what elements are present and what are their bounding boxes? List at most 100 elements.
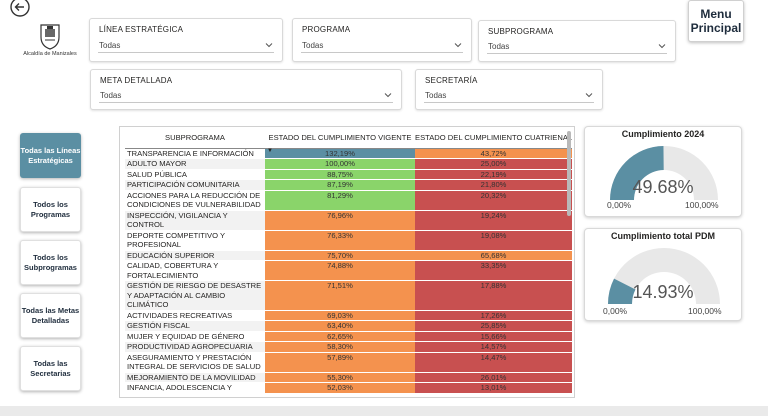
- subprograma-cell: PRODUCTIVIDAD AGROPECUARIA: [125, 341, 265, 353]
- nav-metas-detalladas[interactable]: Todas las Metas Detalladas: [20, 293, 81, 338]
- slicer-value: Todas: [100, 91, 122, 100]
- vigente-cell: 71,51%: [265, 280, 415, 311]
- cuatrienal-cell: 15,66%: [415, 331, 573, 342]
- sort-descending-icon: ▼: [267, 147, 273, 154]
- slicer-title: SECRETARÍA: [425, 76, 478, 85]
- subprograma-cell: ASEGURAMIENTO Y PRESTACIÓN INTEGRAL DE S…: [125, 352, 265, 373]
- meta-detallada-slicer[interactable]: META DETALLADA Todas: [90, 69, 402, 110]
- gauge-title: Cumplimiento total PDM: [611, 231, 715, 241]
- vigente-cell: 75,70%: [265, 250, 415, 261]
- table-row[interactable]: MUJER Y EQUIDAD DE GÉNERO 62,65% 15,66%: [125, 331, 573, 342]
- table-row[interactable]: PARTICIPACIÓN COMUNITARIA 87,19% 21,80%: [125, 179, 573, 191]
- linea-estrategica-slicer[interactable]: LÍNEA ESTRATÉGICA Todas: [89, 18, 283, 62]
- table-row[interactable]: EDUCACIÓN SUPERIOR 75,70% 65,68%: [125, 250, 573, 261]
- subprograma-slicer[interactable]: SUBPROGRAMA Todas: [478, 20, 676, 62]
- gauge-card-pdm: Cumplimiento total PDM 14.93% 0,00% 100,…: [584, 228, 742, 321]
- nav-subprogramas[interactable]: Todos los Subprogramas: [20, 240, 81, 285]
- subprograma-cell: TRANSPARENCIA E INFORMACIÓN: [125, 148, 265, 159]
- subprograma-cell: EDUCACIÓN SUPERIOR: [125, 250, 265, 261]
- subprograma-cell: MEJORAMIENTO DE LA MOVILIDAD: [125, 372, 265, 383]
- menu-principal-button[interactable]: Menu Principal: [688, 0, 744, 42]
- vigente-cell: 76,33%: [265, 230, 415, 251]
- secretaria-slicer[interactable]: SECRETARÍA Todas: [415, 69, 603, 110]
- cuatrienal-cell: 25,85%: [415, 320, 573, 332]
- gauge-min: 0,00%: [603, 306, 628, 316]
- nav-lineas-estrategicas[interactable]: Todas las Líneas Estratégicas: [20, 133, 81, 178]
- vigente-cell: 57,89%: [265, 352, 415, 373]
- cumplimiento-grid: SUBPROGRAMA ESTADO DEL CUMPLIMIENTO VIGE…: [125, 127, 573, 394]
- vigente-cell: 55,30%: [265, 372, 415, 383]
- subprograma-cell: MUJER Y EQUIDAD DE GÉNERO: [125, 331, 265, 342]
- programa-slicer[interactable]: PROGRAMA Todas: [292, 18, 472, 62]
- subprograma-cell: GESTIÓN DE RIESGO DE DESASTRE Y ADAPTACI…: [125, 280, 265, 311]
- subprograma-cell: ACCIONES PARA LA REDUCCIÓN DE CONDICIONE…: [125, 190, 265, 211]
- gauge-fill: [608, 278, 636, 304]
- table-row[interactable]: GESTIÓN DE RIESGO DE DESASTRE Y ADAPTACI…: [125, 280, 573, 311]
- table-row[interactable]: TRANSPARENCIA E INFORMACIÓN 132,19% 43,72%: [125, 148, 573, 159]
- slicer-underline: [98, 52, 274, 53]
- slicer-value: Todas: [488, 42, 510, 51]
- cumplimiento-table[interactable]: SUBPROGRAMA ESTADO DEL CUMPLIMIENTO VIGE…: [119, 126, 575, 398]
- column-header-subprograma[interactable]: SUBPROGRAMA: [125, 127, 265, 149]
- subprograma-cell: INSPECCIÓN, VIGILANCIA Y CONTROL: [125, 210, 265, 231]
- table-row[interactable]: PRODUCTIVIDAD AGROPECUARIA 58,30% 14,57%: [125, 341, 573, 353]
- cuatrienal-cell: 19,24%: [415, 210, 573, 231]
- subprograma-cell: DEPORTE COMPETITIVO Y PROFESIONAL: [125, 230, 265, 251]
- slicer-underline: [487, 53, 667, 54]
- table-row[interactable]: ASEGURAMIENTO Y PRESTACIÓN INTEGRAL DE S…: [125, 352, 573, 373]
- table-row[interactable]: CALIDAD, COBERTURA Y FORTALECIMIENTO 74,8…: [125, 260, 573, 281]
- gauge-track: [608, 248, 720, 304]
- table-row[interactable]: MEJORAMIENTO DE LA MOVILIDAD 55,30% 26,01%: [125, 372, 573, 383]
- column-header-label: ESTADO DEL CUMPLIMIENTO VIGENTE: [268, 132, 412, 142]
- cuatrienal-cell: 22,19%: [415, 169, 573, 180]
- nav-programas[interactable]: Todos los Programas: [20, 187, 81, 232]
- gauge-value: 49.68%: [632, 177, 694, 197]
- column-header-cuatrienal[interactable]: ESTADO DEL CUMPLIMIENTO CUATRIENAL: [415, 127, 573, 149]
- column-header-vigente[interactable]: ESTADO DEL CUMPLIMIENTO VIGENTE ▼: [265, 127, 415, 154]
- coat-of-arms-icon: [40, 24, 60, 50]
- gauge-card-2024: Cumplimiento 2024 49.68% 0,00% 100,00%: [584, 126, 742, 217]
- vigente-cell: 100,00%: [265, 158, 415, 170]
- subprograma-cell: PARTICIPACIÓN COMUNITARIA: [125, 179, 265, 191]
- table-row[interactable]: INSPECCIÓN, VIGILANCIA Y CONTROL 76,96% 19…: [125, 210, 573, 231]
- table-row[interactable]: ACTIVIDADES RECREATIVAS 69,03% 17,26%: [125, 310, 573, 321]
- table-scrollbar[interactable]: [567, 131, 571, 216]
- cuatrienal-cell: 65,68%: [415, 250, 573, 261]
- vigente-cell: 58,30%: [265, 341, 415, 353]
- slicer-value: Todas: [302, 41, 324, 50]
- table-row[interactable]: GESTIÓN FISCAL 63,40% 25,85%: [125, 320, 573, 332]
- gauge-2024: [610, 146, 718, 200]
- table-row[interactable]: INFANCIA, ADOLESCENCIA Y 52,03% 13,01%: [125, 382, 573, 394]
- gauge-pdm: [608, 248, 720, 304]
- slicer-title: SUBPROGRAMA: [488, 27, 554, 36]
- slicer-value: Todas: [99, 41, 121, 50]
- subprograma-cell: SALUD PÚBLICA: [125, 169, 265, 180]
- chevron-down-icon: [384, 93, 392, 98]
- bottom-bar: [0, 406, 768, 416]
- logo-caption: Alcaldía de Manizales: [23, 51, 77, 57]
- vigente-cell: 63,40%: [265, 320, 415, 332]
- slicer-title: META DETALLADA: [100, 76, 173, 85]
- chevron-down-icon: [454, 43, 462, 48]
- cuatrienal-cell: 43,72%: [415, 148, 573, 159]
- gauge-min: 0,00%: [607, 200, 632, 210]
- table-row[interactable]: ACCIONES PARA LA REDUCCIÓN DE CONDICIONE…: [125, 190, 573, 211]
- table-row[interactable]: ADULTO MAYOR 100,00% 25,00%: [125, 158, 573, 170]
- gauge-max: 100,00%: [688, 306, 722, 316]
- slicer-title: PROGRAMA: [302, 25, 351, 34]
- cuatrienal-cell: 25,00%: [415, 158, 573, 170]
- table-body: TRANSPARENCIA E INFORMACIÓN 132,19% 43,72%…: [125, 148, 573, 394]
- chevron-down-icon: [585, 93, 593, 98]
- cuatrienal-cell: 21,80%: [415, 179, 573, 191]
- vigente-cell: 69,03%: [265, 310, 415, 321]
- cuatrienal-cell: 33,35%: [415, 260, 573, 281]
- cuatrienal-cell: 14,47%: [415, 352, 573, 373]
- nav-secretarias[interactable]: Todas las Secretarias: [20, 346, 81, 391]
- slicer-title: LÍNEA ESTRATÉGICA: [99, 25, 184, 34]
- back-button[interactable]: [9, 0, 33, 20]
- table-row[interactable]: DEPORTE COMPETITIVO Y PROFESIONAL 76,33% 1…: [125, 230, 573, 251]
- vigente-cell: 76,96%: [265, 210, 415, 231]
- subprograma-cell: ACTIVIDADES RECREATIVAS: [125, 310, 265, 321]
- table-row[interactable]: SALUD PÚBLICA 88,75% 22,19%: [125, 169, 573, 180]
- city-logo: Alcaldía de Manizales: [18, 22, 82, 60]
